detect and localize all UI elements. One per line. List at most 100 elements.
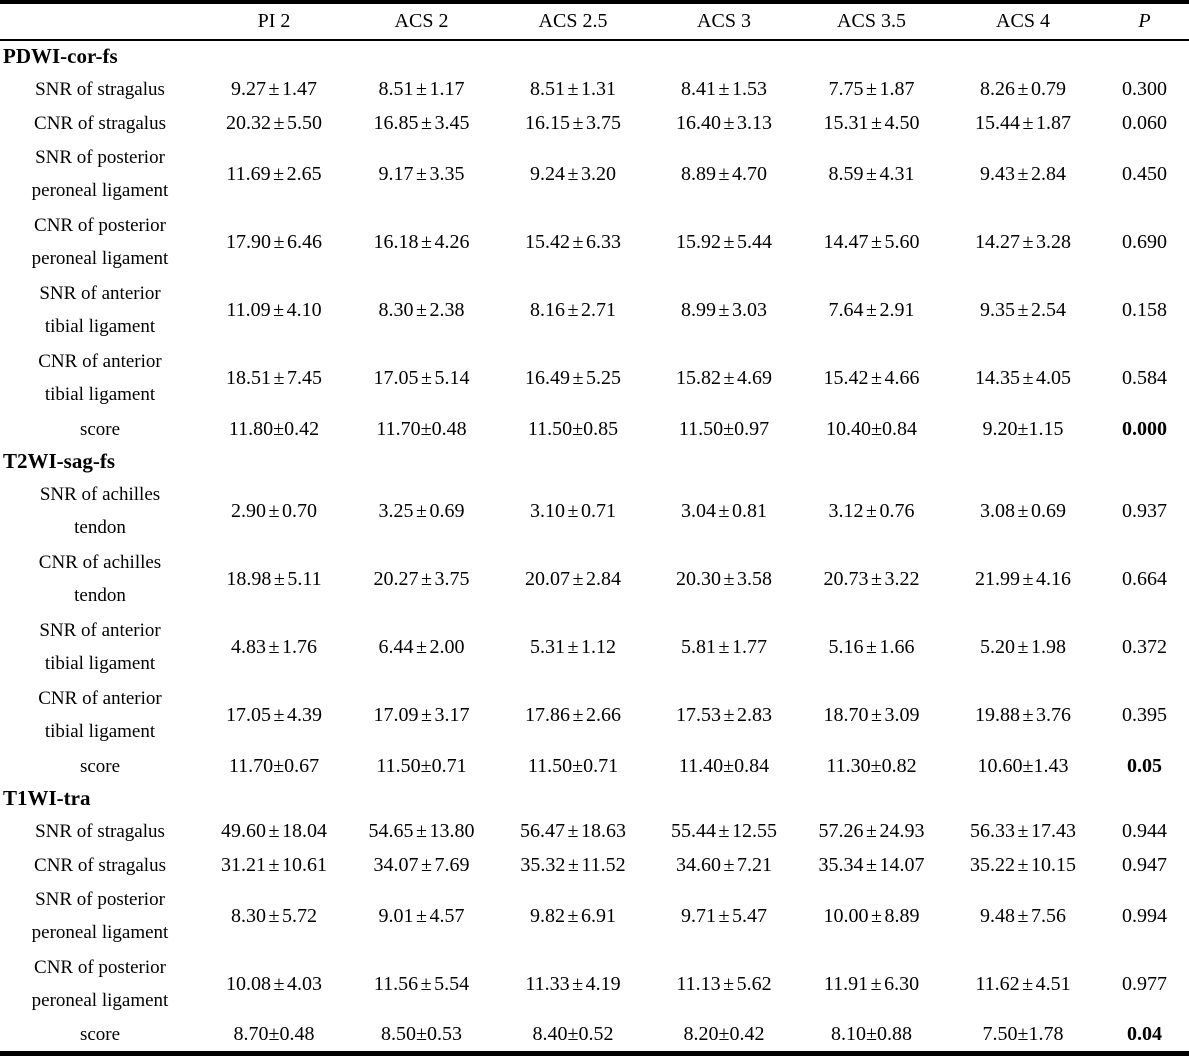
plus-minus-sign: ± [871, 366, 882, 389]
p-value-cell: 0.947 [1122, 853, 1167, 876]
plus-minus-sign: ± [1022, 754, 1034, 777]
value-cell: 2.90 ±0.70 [231, 499, 317, 522]
plus-minus-sign: ± [567, 499, 579, 522]
p-value-cell: 0.690 [1122, 230, 1167, 253]
p-value-cell: 0.04 [1127, 1023, 1162, 1045]
row-label: SNR of stragalus [0, 72, 200, 106]
plus-minus-sign: ± [723, 417, 735, 440]
table-row: CNR of stragalus 20.32 ±5.50 16.85 ±3.45 16.1… [0, 106, 1189, 140]
value-cell: 3.08 ±0.69 [980, 499, 1066, 522]
section-title: T2WI-sag-fs [3, 449, 116, 473]
plus-minus-sign: ± [567, 162, 579, 185]
value-cell: 14.47 ±5.60 [823, 230, 920, 253]
value-cell: 15.82 ±4.69 [676, 366, 772, 389]
plus-minus-sign: ± [871, 417, 882, 440]
value-cell: 8.20±0.42 [683, 1023, 765, 1045]
plus-minus-sign: ± [268, 853, 280, 876]
plus-minus-sign: ± [1017, 635, 1029, 658]
plus-minus-sign: ± [870, 972, 882, 995]
plus-minus-sign: ± [1017, 499, 1029, 522]
value-cell: 11.91 ±6.30 [823, 972, 920, 995]
plus-minus-sign: ± [567, 1023, 579, 1045]
value-cell: 5.31 ±1.12 [530, 635, 616, 658]
table-row: SNR of posterior peroneal ligament 8.30 ±5.… [0, 882, 1189, 950]
plus-minus-sign: ± [866, 162, 877, 185]
table-row: score 8.70±0.48 8.50±0.53 8.40±0.52 8.20±0.4… [0, 1018, 1189, 1054]
plus-minus-sign: ± [273, 703, 285, 726]
value-cell: 21.99 ±4.16 [975, 567, 1071, 590]
value-cell: 9.01 ±4.57 [378, 904, 465, 927]
table-row: score 11.70±0.67 11.50±0.71 11.50±0.71 11.40… [0, 749, 1189, 783]
plus-minus-sign: ± [567, 904, 579, 927]
plus-minus-sign: ± [871, 111, 882, 134]
plus-minus-sign: ± [273, 366, 285, 389]
table-row: CNR of anterior tibial ligament 17.05 ±4.39… [0, 681, 1189, 749]
column-header: ACS 3.5 [837, 10, 906, 32]
row-label-line: SNR of posterior [35, 889, 165, 910]
row-label-line: SNR of anterior [39, 283, 161, 304]
row-label: SNR of anterior tibial ligament [0, 276, 200, 344]
p-value-cell: 0.994 [1122, 904, 1167, 927]
value-cell: 11.33 ±4.19 [525, 972, 621, 995]
value-cell: 11.50±0.85 [527, 417, 619, 440]
plus-minus-sign: ± [273, 567, 285, 590]
p-value-cell: 0.060 [1122, 111, 1167, 134]
plus-minus-sign: ± [268, 904, 280, 927]
row-label-line: tendon [74, 585, 126, 606]
plus-minus-sign: ± [718, 819, 730, 842]
value-cell: 17.05 ±5.14 [373, 366, 470, 389]
value-cell: 20.30 ±3.58 [676, 567, 772, 590]
plus-minus-sign: ± [1017, 417, 1029, 440]
plus-minus-sign: ± [421, 703, 432, 726]
value-cell: 9.48 ±7.56 [980, 904, 1066, 927]
plus-minus-sign: ± [1017, 298, 1029, 321]
value-cell: 3.12 ±0.76 [828, 499, 915, 522]
plus-minus-sign: ± [723, 703, 735, 726]
value-cell: 11.50±0.71 [376, 754, 467, 777]
plus-minus-sign: ± [268, 499, 280, 522]
plus-minus-sign: ± [273, 417, 285, 440]
plus-minus-sign: ± [723, 230, 735, 253]
row-label-line: CNR of anterior [38, 688, 162, 709]
table-row: SNR of posterior peroneal ligament 11.69 ±2… [0, 140, 1189, 208]
value-cell: 8.99 ±3.03 [681, 298, 767, 321]
p-value-cell: 0.937 [1122, 499, 1167, 522]
value-cell: 31.21 ±10.61 [221, 853, 327, 876]
table-row: score 11.80±0.42 11.70±0.48 11.50±0.85 11.50… [0, 412, 1189, 446]
plus-minus-sign: ± [572, 230, 584, 253]
row-label: score [0, 749, 200, 783]
value-cell: 15.92 ±5.44 [676, 230, 772, 253]
value-cell: 10.00 ±8.89 [823, 904, 920, 927]
section-row: T2WI-sag-fs [0, 446, 1189, 477]
plus-minus-sign: ± [416, 819, 427, 842]
plus-minus-sign: ± [572, 703, 584, 726]
plus-minus-sign: ± [718, 298, 730, 321]
value-cell: 8.41 ±1.53 [681, 77, 767, 100]
plus-minus-sign: ± [723, 366, 735, 389]
table-row: CNR of posterior peroneal ligament 17.90 ±6… [0, 208, 1189, 276]
value-cell: 15.44 ±1.87 [975, 111, 1071, 134]
plus-minus-sign: ± [268, 77, 280, 100]
plus-minus-sign: ± [421, 230, 432, 253]
row-label: CNR of achilles tendon [0, 545, 200, 613]
plus-minus-sign: ± [572, 111, 584, 134]
plus-minus-sign: ± [723, 754, 735, 777]
row-label: SNR of posterior peroneal ligament [0, 882, 200, 950]
plus-minus-sign: ± [273, 162, 285, 185]
value-cell: 9.17 ±3.35 [378, 162, 465, 185]
p-value-cell: 0.450 [1122, 162, 1167, 185]
row-label: CNR of posterior peroneal ligament [0, 208, 200, 276]
value-cell: 8.50±0.53 [381, 1023, 462, 1045]
plus-minus-sign: ± [416, 499, 427, 522]
table-body: PDWI-cor-fs SNR of stragalus 9.27 ±1.47 8.51… [0, 40, 1189, 1054]
plus-minus-sign: ± [871, 230, 882, 253]
value-cell: 9.43 ±2.84 [980, 162, 1066, 185]
value-cell: 8.89 ±4.70 [681, 162, 767, 185]
row-label-line: CNR of stragalus [34, 854, 166, 876]
value-cell: 20.07 ±2.84 [525, 567, 621, 590]
value-cell: 5.16 ±1.66 [828, 635, 915, 658]
p-value-cell: 0.158 [1122, 298, 1167, 321]
plus-minus-sign: ± [718, 77, 730, 100]
row-label-line: CNR of anterior [38, 351, 162, 372]
plus-minus-sign: ± [421, 366, 432, 389]
